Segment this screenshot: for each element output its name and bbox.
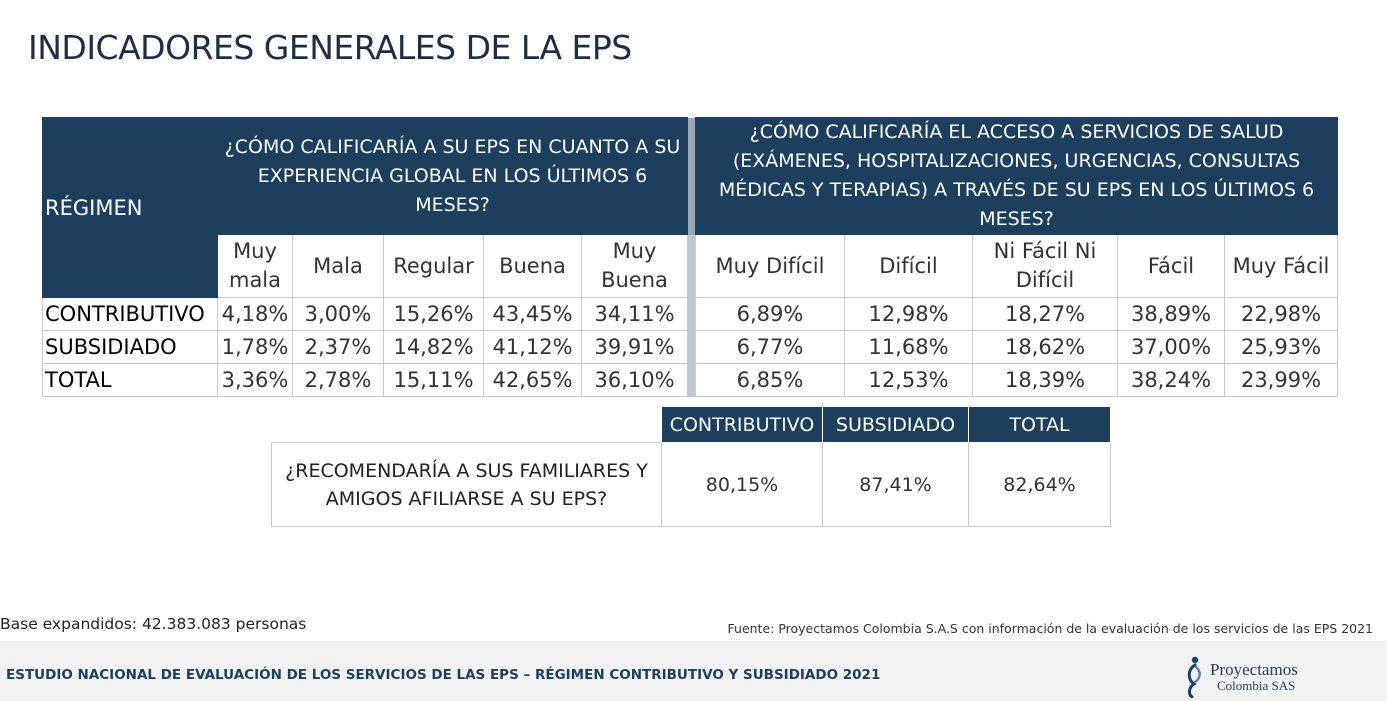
table-row: CONTRIBUTIVO 4,18% 3,00% 15,26% 43,45% 3…: [42, 297, 1338, 331]
column-separator: [687, 234, 696, 298]
table-cell: 82,64%: [968, 442, 1111, 527]
table-cell: 2,78%: [292, 363, 384, 397]
figure-icon: [1187, 656, 1201, 698]
table-cell: 12,98%: [844, 297, 973, 331]
table-cell: 18,62%: [972, 330, 1118, 364]
page-title: INDICADORES GENERALES DE LA EPS: [28, 28, 632, 67]
question-access-header: ¿CÓMO CALIFICARÍA EL ACCESO A SERVICIOS …: [695, 117, 1338, 235]
table-cell: 3,00%: [292, 297, 384, 331]
column-header: SUBSIDIADO: [822, 406, 969, 443]
table-cell: 14,82%: [383, 330, 484, 364]
table-cell: 36,10%: [581, 363, 688, 397]
column-separator: [687, 117, 696, 235]
table-cell: 4,18%: [217, 297, 293, 331]
indicators-table: RÉGIMEN ¿CÓMO CALIFICARÍA A SU EPS EN CU…: [42, 117, 1338, 397]
table-cell: 43,45%: [483, 297, 582, 331]
logo-name: Proyectamos: [1210, 660, 1298, 679]
table-cell: 39,91%: [581, 330, 688, 364]
blank-cell: [271, 406, 662, 443]
table-cell: 18,27%: [972, 297, 1118, 331]
column-header: Fácil: [1117, 234, 1225, 298]
table-cell: 38,24%: [1117, 363, 1225, 397]
table-cell: 15,11%: [383, 363, 484, 397]
table-cell: 18,39%: [972, 363, 1118, 397]
table-cell: 2,37%: [292, 330, 384, 364]
recommendation-table: CONTRIBUTIVO SUBSIDIADO TOTAL ¿RECOMENDA…: [271, 406, 1111, 527]
column-separator: [687, 330, 696, 364]
table-cell: 22,98%: [1224, 297, 1338, 331]
table-row: TOTAL 3,36% 2,78% 15,11% 42,65% 36,10% 6…: [42, 363, 1338, 397]
table-cell: 12,53%: [844, 363, 973, 397]
table-cell: 6,85%: [695, 363, 845, 397]
table-cell: 3,36%: [217, 363, 293, 397]
column-header: Muy mala: [217, 234, 293, 298]
column-header: Mala: [292, 234, 384, 298]
table-cell: 6,89%: [695, 297, 845, 331]
table-cell: 6,77%: [695, 330, 845, 364]
table-cell: 87,41%: [822, 442, 969, 527]
footer-study-title: ESTUDIO NACIONAL DE EVALUACIÓN DE LOS SE…: [6, 667, 881, 683]
column-header: CONTRIBUTIVO: [661, 406, 823, 443]
table-cell: 15,26%: [383, 297, 484, 331]
column-separator: [687, 363, 696, 397]
recommend-question: ¿RECOMENDARÍA A SUS FAMILIARES Y AMIGOS …: [271, 442, 662, 527]
column-header: Regular: [383, 234, 484, 298]
table-cell: 41,12%: [483, 330, 582, 364]
column-header: Buena: [483, 234, 582, 298]
table-cell: 25,93%: [1224, 330, 1338, 364]
question-experience-header: ¿CÓMO CALIFICARÍA A SU EPS EN CUANTO A S…: [217, 117, 688, 235]
column-header: TOTAL: [968, 406, 1111, 443]
source-note: Fuente: Proyectamos Colombia S.A.S con i…: [727, 621, 1373, 636]
column-header: Difícil: [844, 234, 973, 298]
table-cell: 1,78%: [217, 330, 293, 364]
table-cell: 11,68%: [844, 330, 973, 364]
row-label: SUBSIDIADO: [42, 330, 218, 364]
column-header: Muy Buena: [581, 234, 688, 298]
table-row: SUBSIDIADO 1,78% 2,37% 14,82% 41,12% 39,…: [42, 330, 1338, 364]
row-label: TOTAL: [42, 363, 218, 397]
footer-bar: [0, 641, 1387, 701]
table-cell: 38,89%: [1117, 297, 1225, 331]
regimen-header: RÉGIMEN: [42, 117, 218, 298]
table-cell: 34,11%: [581, 297, 688, 331]
table-cell: 37,00%: [1117, 330, 1225, 364]
base-note: Base expandidos: 42.383.083 personas: [0, 615, 307, 633]
table-cell: 80,15%: [661, 442, 823, 527]
column-header: Muy Difícil: [695, 234, 845, 298]
column-separator: [687, 297, 696, 331]
row-label: CONTRIBUTIVO: [42, 297, 218, 331]
table-cell: 42,65%: [483, 363, 582, 397]
column-header: Ni Fácil Ni Difícil: [972, 234, 1118, 298]
company-logo: Proyectamos Colombia SAS: [1183, 654, 1323, 698]
logo-subtitle: Colombia SAS: [1217, 678, 1296, 693]
column-header: Muy Fácil: [1224, 234, 1338, 298]
table-cell: 23,99%: [1224, 363, 1338, 397]
